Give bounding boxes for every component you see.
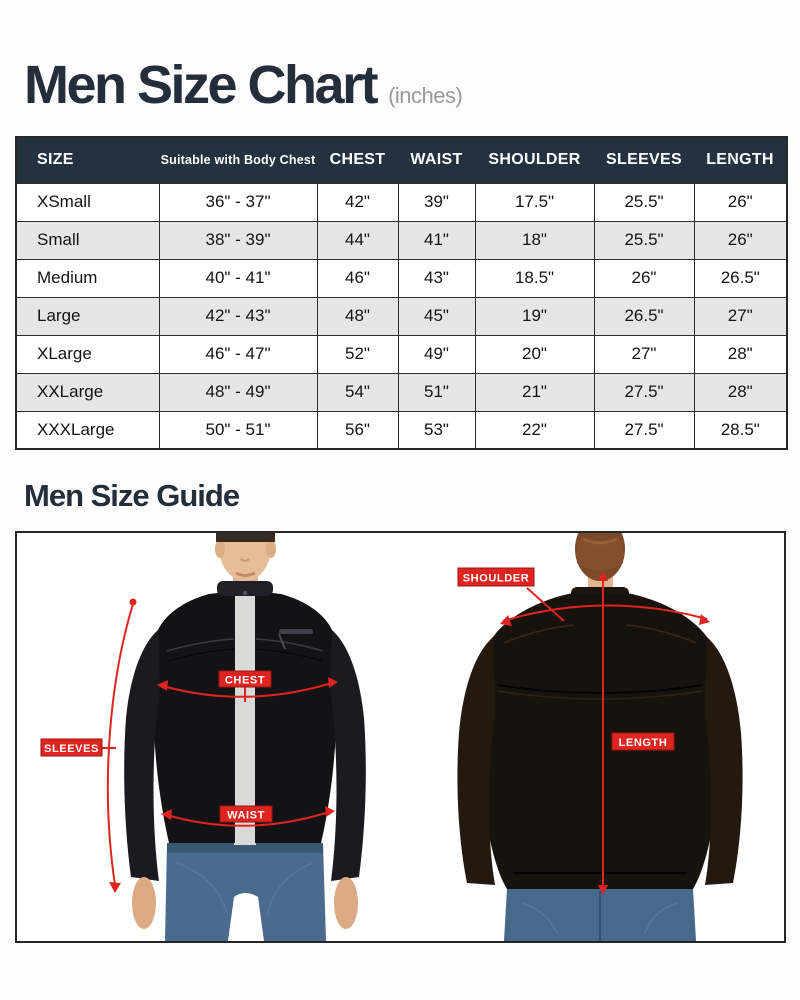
shoulder-cell: 19" bbox=[474, 296, 595, 336]
back-view-figure bbox=[457, 533, 743, 941]
length-cell: 28" bbox=[693, 334, 788, 374]
waist-cell: 43" bbox=[397, 258, 476, 298]
size-cell: XSmall bbox=[15, 182, 160, 222]
waist-cell: 45" bbox=[397, 296, 476, 336]
size-cell: XLarge bbox=[15, 334, 160, 374]
chest-cell: 42" bbox=[316, 182, 399, 222]
sleeves-measure-line bbox=[106, 603, 134, 886]
shoulder-cell: 22" bbox=[474, 410, 595, 450]
shoulder-measure-line bbox=[502, 604, 708, 622]
guide-title: Men Size Guide bbox=[24, 478, 240, 513]
size-cell: XXXLarge bbox=[15, 410, 160, 450]
length-cell: 26" bbox=[693, 220, 788, 260]
sleeves-cell: 27.5" bbox=[593, 372, 695, 412]
sleeves-label: SLEEVES bbox=[40, 738, 103, 757]
col-header-length: LENGTH bbox=[694, 137, 787, 183]
shoulder-cell: 18.5" bbox=[474, 258, 595, 298]
body-chest-cell: 46" - 47" bbox=[158, 334, 318, 374]
sleeves-cell: 25.5" bbox=[593, 220, 695, 260]
waist-cell: 53" bbox=[397, 410, 476, 450]
shoulder-cell: 21" bbox=[474, 372, 595, 412]
sleeves-cell: 26.5" bbox=[593, 296, 695, 336]
table-row: Small 38" - 39" 44" 41" 18" 25.5" 26" bbox=[15, 220, 788, 260]
chest-measure-line bbox=[162, 682, 333, 698]
col-header-sleeves: SLEEVES bbox=[594, 137, 694, 183]
chest-cell: 54" bbox=[316, 372, 399, 412]
body-chest-cell: 36" - 37" bbox=[158, 182, 318, 222]
waist-cell: 49" bbox=[397, 334, 476, 374]
sleeves-cell: 26" bbox=[593, 258, 695, 298]
shoulder-cell: 20" bbox=[474, 334, 595, 374]
table-row: XLarge 46" - 47" 52" 49" 20" 27" 28" bbox=[15, 334, 788, 374]
col-header-chest: CHEST bbox=[317, 137, 398, 183]
col-header-shoulder: SHOULDER bbox=[475, 137, 594, 183]
chest-cell: 56" bbox=[316, 410, 399, 450]
header-row: SIZE Suitable with Body Chest CHEST WAIS… bbox=[16, 137, 787, 183]
table-row: XSmall 36" - 37" 42" 39" 17.5" 25.5" 26" bbox=[15, 182, 788, 222]
length-cell: 28" bbox=[693, 372, 788, 412]
waist-label: WAIST bbox=[219, 805, 273, 823]
back-annotations bbox=[502, 577, 708, 889]
front-view-figure bbox=[124, 533, 366, 941]
sleeves-cell: 27.5" bbox=[593, 410, 695, 450]
chest-cell: 52" bbox=[316, 334, 399, 374]
size-guide-image: CHEST WAIST SLEEVES bbox=[15, 531, 786, 943]
sleeves-cell: 27" bbox=[593, 334, 695, 374]
chest-cell: 48" bbox=[316, 296, 399, 336]
chest-cell: 44" bbox=[316, 220, 399, 260]
size-cell: XXLarge bbox=[15, 372, 160, 412]
size-chart-table: SIZE Suitable with Body Chest CHEST WAIS… bbox=[15, 136, 788, 450]
body-chest-cell: 48" - 49" bbox=[158, 372, 318, 412]
body-chest-cell: 40" - 41" bbox=[158, 258, 318, 298]
length-label: LENGTH bbox=[611, 732, 675, 751]
svg-text:SHOULDER: SHOULDER bbox=[463, 573, 530, 585]
svg-text:CHEST: CHEST bbox=[225, 675, 265, 687]
chest-cell: 46" bbox=[316, 258, 399, 298]
length-cell: 27" bbox=[693, 296, 788, 336]
table-row: Medium 40" - 41" 46" 43" 18.5" 26" 26.5" bbox=[15, 258, 788, 298]
length-cell: 26" bbox=[693, 182, 788, 222]
front-annotation-arrows bbox=[109, 598, 338, 893]
col-header-size: SIZE bbox=[16, 137, 159, 183]
shoulder-cell: 18" bbox=[474, 220, 595, 260]
table-row: XXXLarge 50" - 51" 56" 53" 22" 27.5" 28.… bbox=[15, 410, 788, 450]
length-cell: 26.5" bbox=[693, 258, 788, 298]
body-chest-cell: 42" - 43" bbox=[158, 296, 318, 336]
sleeves-cell: 25.5" bbox=[593, 182, 695, 222]
svg-text:WAIST: WAIST bbox=[227, 810, 265, 822]
waist-measure-line bbox=[166, 811, 330, 827]
waist-cell: 41" bbox=[397, 220, 476, 260]
body-chest-cell: 38" - 39" bbox=[158, 220, 318, 260]
col-header-waist: WAIST bbox=[398, 137, 475, 183]
table-row: Large 42" - 43" 48" 45" 19" 26.5" 27" bbox=[15, 296, 788, 336]
back-annotation-arrows bbox=[500, 571, 710, 895]
table-row: XXLarge 48" - 49" 54" 51" 21" 27.5" 28" bbox=[15, 372, 788, 412]
size-cell: Medium bbox=[15, 258, 160, 298]
size-cell: Large bbox=[15, 296, 160, 336]
shoulder-cell: 17.5" bbox=[474, 182, 595, 222]
waist-cell: 51" bbox=[397, 372, 476, 412]
length-cell: 28.5" bbox=[693, 410, 788, 450]
svg-text:LENGTH: LENGTH bbox=[619, 737, 668, 749]
title-row: Men Size Chart (inches) bbox=[0, 0, 800, 112]
size-guide-illustration: CHEST WAIST SLEEVES bbox=[40, 533, 743, 941]
title-units: (inches) bbox=[388, 83, 463, 108]
col-header-body-chest: Suitable with Body Chest bbox=[159, 137, 317, 183]
waist-cell: 39" bbox=[397, 182, 476, 222]
chest-label: CHEST bbox=[218, 670, 272, 688]
body-chest-cell: 50" - 51" bbox=[158, 410, 318, 450]
page-title: Men Size Chart bbox=[24, 55, 379, 115]
svg-text:SLEEVES: SLEEVES bbox=[44, 743, 99, 755]
front-annotations bbox=[101, 603, 333, 886]
size-cell: Small bbox=[15, 220, 160, 260]
shoulder-label: SHOULDER bbox=[457, 567, 535, 587]
